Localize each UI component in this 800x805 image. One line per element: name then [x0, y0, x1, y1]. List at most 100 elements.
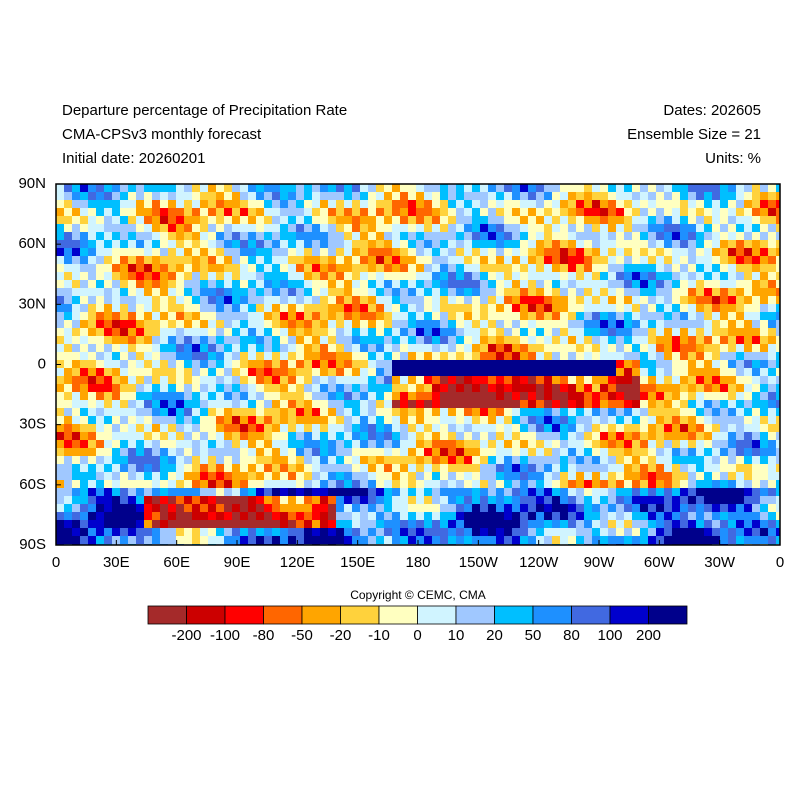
field-cell [464, 472, 472, 480]
field-cell [744, 344, 752, 352]
field-cell [104, 456, 112, 464]
field-cell [64, 336, 72, 344]
field-cell [128, 528, 136, 536]
field-cell [64, 288, 72, 296]
field-cell [368, 200, 376, 208]
field-cell [704, 336, 712, 344]
field-cell [408, 232, 416, 240]
field-cell [232, 528, 240, 536]
field-cell [744, 208, 752, 216]
field-cell [680, 280, 688, 288]
field-cell [776, 184, 780, 192]
field-cell [480, 464, 488, 472]
field-cell [624, 240, 632, 248]
field-cell [360, 408, 368, 416]
field-cell [248, 448, 256, 456]
field-cell [672, 304, 680, 312]
field-cell [336, 272, 344, 280]
field-cell [656, 192, 664, 200]
field-cell [632, 232, 640, 240]
field-cell [768, 184, 776, 192]
field-cell [472, 208, 480, 216]
field-cell [232, 368, 240, 376]
field-cell [344, 344, 352, 352]
field-cell [632, 200, 640, 208]
field-cell [200, 496, 208, 504]
field-cell [56, 496, 64, 504]
field-cell [416, 520, 424, 528]
field-cell [112, 232, 120, 240]
field-cell [776, 472, 780, 480]
field-cell [680, 376, 688, 384]
field-cell [96, 456, 104, 464]
field-cell [536, 376, 544, 384]
field-cell [520, 360, 528, 368]
field-cell [336, 296, 344, 304]
field-cell [176, 520, 184, 528]
field-cell [584, 216, 592, 224]
field-cell [448, 448, 456, 456]
field-cell [152, 376, 160, 384]
field-cell [536, 536, 544, 544]
field-cell [600, 288, 608, 296]
field-cell [368, 248, 376, 256]
field-cell [776, 456, 780, 464]
field-cell [704, 472, 712, 480]
field-cell [688, 440, 696, 448]
field-cell [136, 256, 144, 264]
field-cell [128, 512, 136, 520]
field-cell [272, 304, 280, 312]
field-cell [616, 280, 624, 288]
field-cell [264, 416, 272, 424]
field-cell [192, 192, 200, 200]
field-cell [296, 328, 304, 336]
field-cell [472, 488, 480, 496]
field-cell [752, 272, 760, 280]
field-cell [544, 512, 552, 520]
field-cell [560, 296, 568, 304]
field-cell [88, 360, 96, 368]
field-cell [680, 184, 688, 192]
field-cell [760, 192, 768, 200]
field-cell [432, 440, 440, 448]
field-cell [576, 280, 584, 288]
field-cell [320, 432, 328, 440]
lat-label: 30S [19, 416, 46, 433]
field-cell [208, 336, 216, 344]
field-cell [128, 440, 136, 448]
field-cell [88, 192, 96, 200]
field-cell [320, 352, 328, 360]
field-cell [504, 200, 512, 208]
field-cell [736, 336, 744, 344]
field-cell [600, 312, 608, 320]
field-cell [224, 328, 232, 336]
field-cell [328, 256, 336, 264]
field-cell [536, 432, 544, 440]
field-cell [456, 296, 464, 304]
field-cell [456, 480, 464, 488]
field-cell [200, 200, 208, 208]
field-cell [432, 488, 440, 496]
field-cell [776, 448, 780, 456]
field-cell [504, 408, 512, 416]
field-cell [416, 248, 424, 256]
field-cell [712, 184, 720, 192]
field-cell [760, 456, 768, 464]
field-cell [536, 216, 544, 224]
field-cell [120, 448, 128, 456]
field-cell [160, 496, 168, 504]
field-cell [176, 192, 184, 200]
field-cell [616, 448, 624, 456]
field-cell [664, 448, 672, 456]
field-cell [664, 512, 672, 520]
field-cell [656, 440, 664, 448]
field-cell [64, 456, 72, 464]
field-cell [368, 496, 376, 504]
field-cell [368, 288, 376, 296]
field-cell [432, 320, 440, 328]
field-cell [80, 200, 88, 208]
field-cell [288, 368, 296, 376]
field-cell [80, 416, 88, 424]
field-cell [200, 512, 208, 520]
field-cell [768, 432, 776, 440]
